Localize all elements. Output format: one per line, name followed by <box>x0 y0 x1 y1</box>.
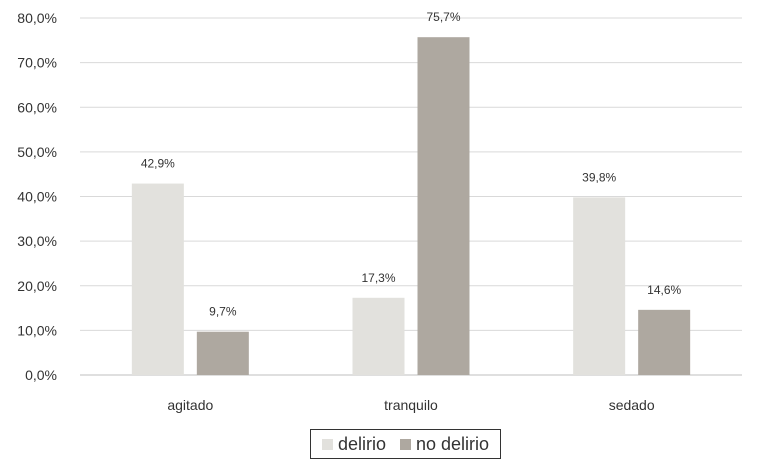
x-category-label: agitado <box>167 397 213 413</box>
legend-label-delirio: delirio <box>337 433 386 454</box>
y-tick-label: 40,0% <box>17 189 57 205</box>
bar-delirio-tranquilo <box>352 297 405 375</box>
x-category-label: sedado <box>609 397 655 413</box>
x-axis: agitado tranquilo sedado <box>167 397 654 413</box>
legend-label-no-delirio: no delirio <box>415 433 490 454</box>
y-tick-label: 20,0% <box>17 278 57 294</box>
legend-swatch-delirio <box>321 438 333 450</box>
bar-delirio-agitado <box>131 183 184 375</box>
gridlines <box>80 17 742 376</box>
data-labels: 42,9% 9,7% 17,3% 75,7% 39,8% 14,6% <box>141 10 682 319</box>
legend: delirio no delirio <box>310 429 501 459</box>
y-tick-label: 10,0% <box>17 322 57 338</box>
bar-no-delirio-tranquilo <box>417 37 470 375</box>
data-label: 14,6% <box>647 283 681 297</box>
bar-no-delirio-sedado <box>638 309 691 375</box>
legend-item-delirio: delirio <box>321 433 386 455</box>
legend-item-no-delirio: no delirio <box>399 433 490 455</box>
y-tick-label: 70,0% <box>17 55 57 71</box>
y-tick-label: 30,0% <box>17 233 57 249</box>
y-axis: 0,0% 10,0% 20,0% 30,0% 40,0% 50,0% 60,0% 70,0% 8… <box>17 10 57 383</box>
y-tick-label: 80,0% <box>17 10 57 26</box>
legend-swatch-no-delirio <box>399 438 411 450</box>
y-tick-label: 0,0% <box>25 367 57 383</box>
bar-no-delirio-agitado <box>196 331 249 375</box>
data-label: 39,8% <box>582 170 616 184</box>
bar-delirio-sedado <box>573 197 626 375</box>
data-label: 75,7% <box>426 10 460 24</box>
data-label: 17,3% <box>361 271 395 285</box>
y-tick-label: 60,0% <box>17 99 57 115</box>
x-category-label: tranquilo <box>384 397 438 413</box>
y-tick-label: 50,0% <box>17 144 57 160</box>
bars <box>131 37 691 375</box>
data-label: 9,7% <box>209 305 237 319</box>
data-label: 42,9% <box>141 157 175 171</box>
